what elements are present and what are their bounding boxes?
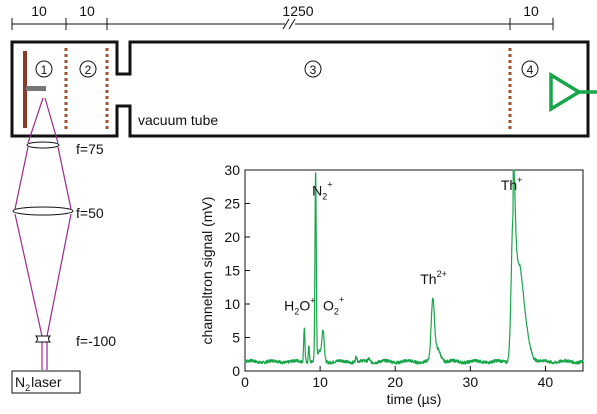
region-marker: 4 [521, 60, 539, 78]
y-tick-label: 0 [232, 363, 240, 379]
y-tick-label: 20 [224, 229, 240, 245]
region-marker: 1 [35, 60, 53, 78]
detector-icon [549, 71, 597, 113]
plot-frame [244, 169, 584, 372]
sample-holder [26, 86, 46, 91]
vacuum-tube-outline [10, 40, 590, 138]
y-tick-label: 10 [224, 296, 240, 312]
laser-box [11, 370, 81, 394]
x-tick-label: 30 [463, 374, 479, 390]
y-tick-label: 15 [224, 263, 240, 279]
dimension-label: 10 [523, 3, 539, 19]
dimension-label: 10 [31, 3, 47, 19]
x-tick-label: 20 [387, 374, 403, 390]
x-tick-label: 0 [241, 374, 249, 390]
y-tick-label: 5 [232, 330, 240, 346]
lens-label: f=-100 [76, 333, 116, 349]
x-tick-label: 10 [312, 374, 328, 390]
dimension-line [11, 18, 554, 30]
peak-label: Th2+ [420, 269, 447, 287]
y-tick-label: 25 [224, 196, 240, 212]
peak-label: H2O+ [284, 296, 315, 317]
region-marker: 2 [79, 60, 97, 78]
peak-label: O2+ [323, 295, 344, 317]
lens-label: f=75 [76, 141, 104, 157]
y-tick-label: 30 [224, 162, 240, 178]
vacuum-tube-label: vacuum tube [138, 112, 218, 128]
lens-label: f=50 [76, 205, 104, 221]
dimension-label: 1250 [282, 3, 313, 19]
chart-ticks: 0 10 20 30 40 0 5 10 15 20 25 30 [224, 162, 553, 390]
peak-label: N2+ [312, 179, 332, 201]
laser-beam [14, 97, 72, 370]
lens-icon [12, 206, 74, 216]
lens-icon [34, 335, 52, 343]
signal-trace [244, 169, 584, 365]
svg-text:4: 4 [527, 63, 534, 77]
x-tick-label: 40 [538, 374, 554, 390]
svg-text:2: 2 [85, 63, 92, 77]
svg-text:1: 1 [41, 63, 48, 77]
chart-annotations: H2O+ N2+ O2+ Th2+ Th+ [284, 175, 522, 317]
dimension-label: 10 [79, 3, 95, 19]
y-axis-label: channeltron signal (mV) [199, 197, 215, 345]
region-marker: 3 [304, 60, 322, 78]
laser-label: N2laser [15, 374, 62, 393]
lens-icon [26, 141, 60, 149]
chart-axes [244, 169, 584, 372]
svg-text:3: 3 [310, 63, 317, 77]
x-axis-label: time (µs) [387, 391, 442, 407]
peak-label: Th+ [501, 175, 523, 193]
